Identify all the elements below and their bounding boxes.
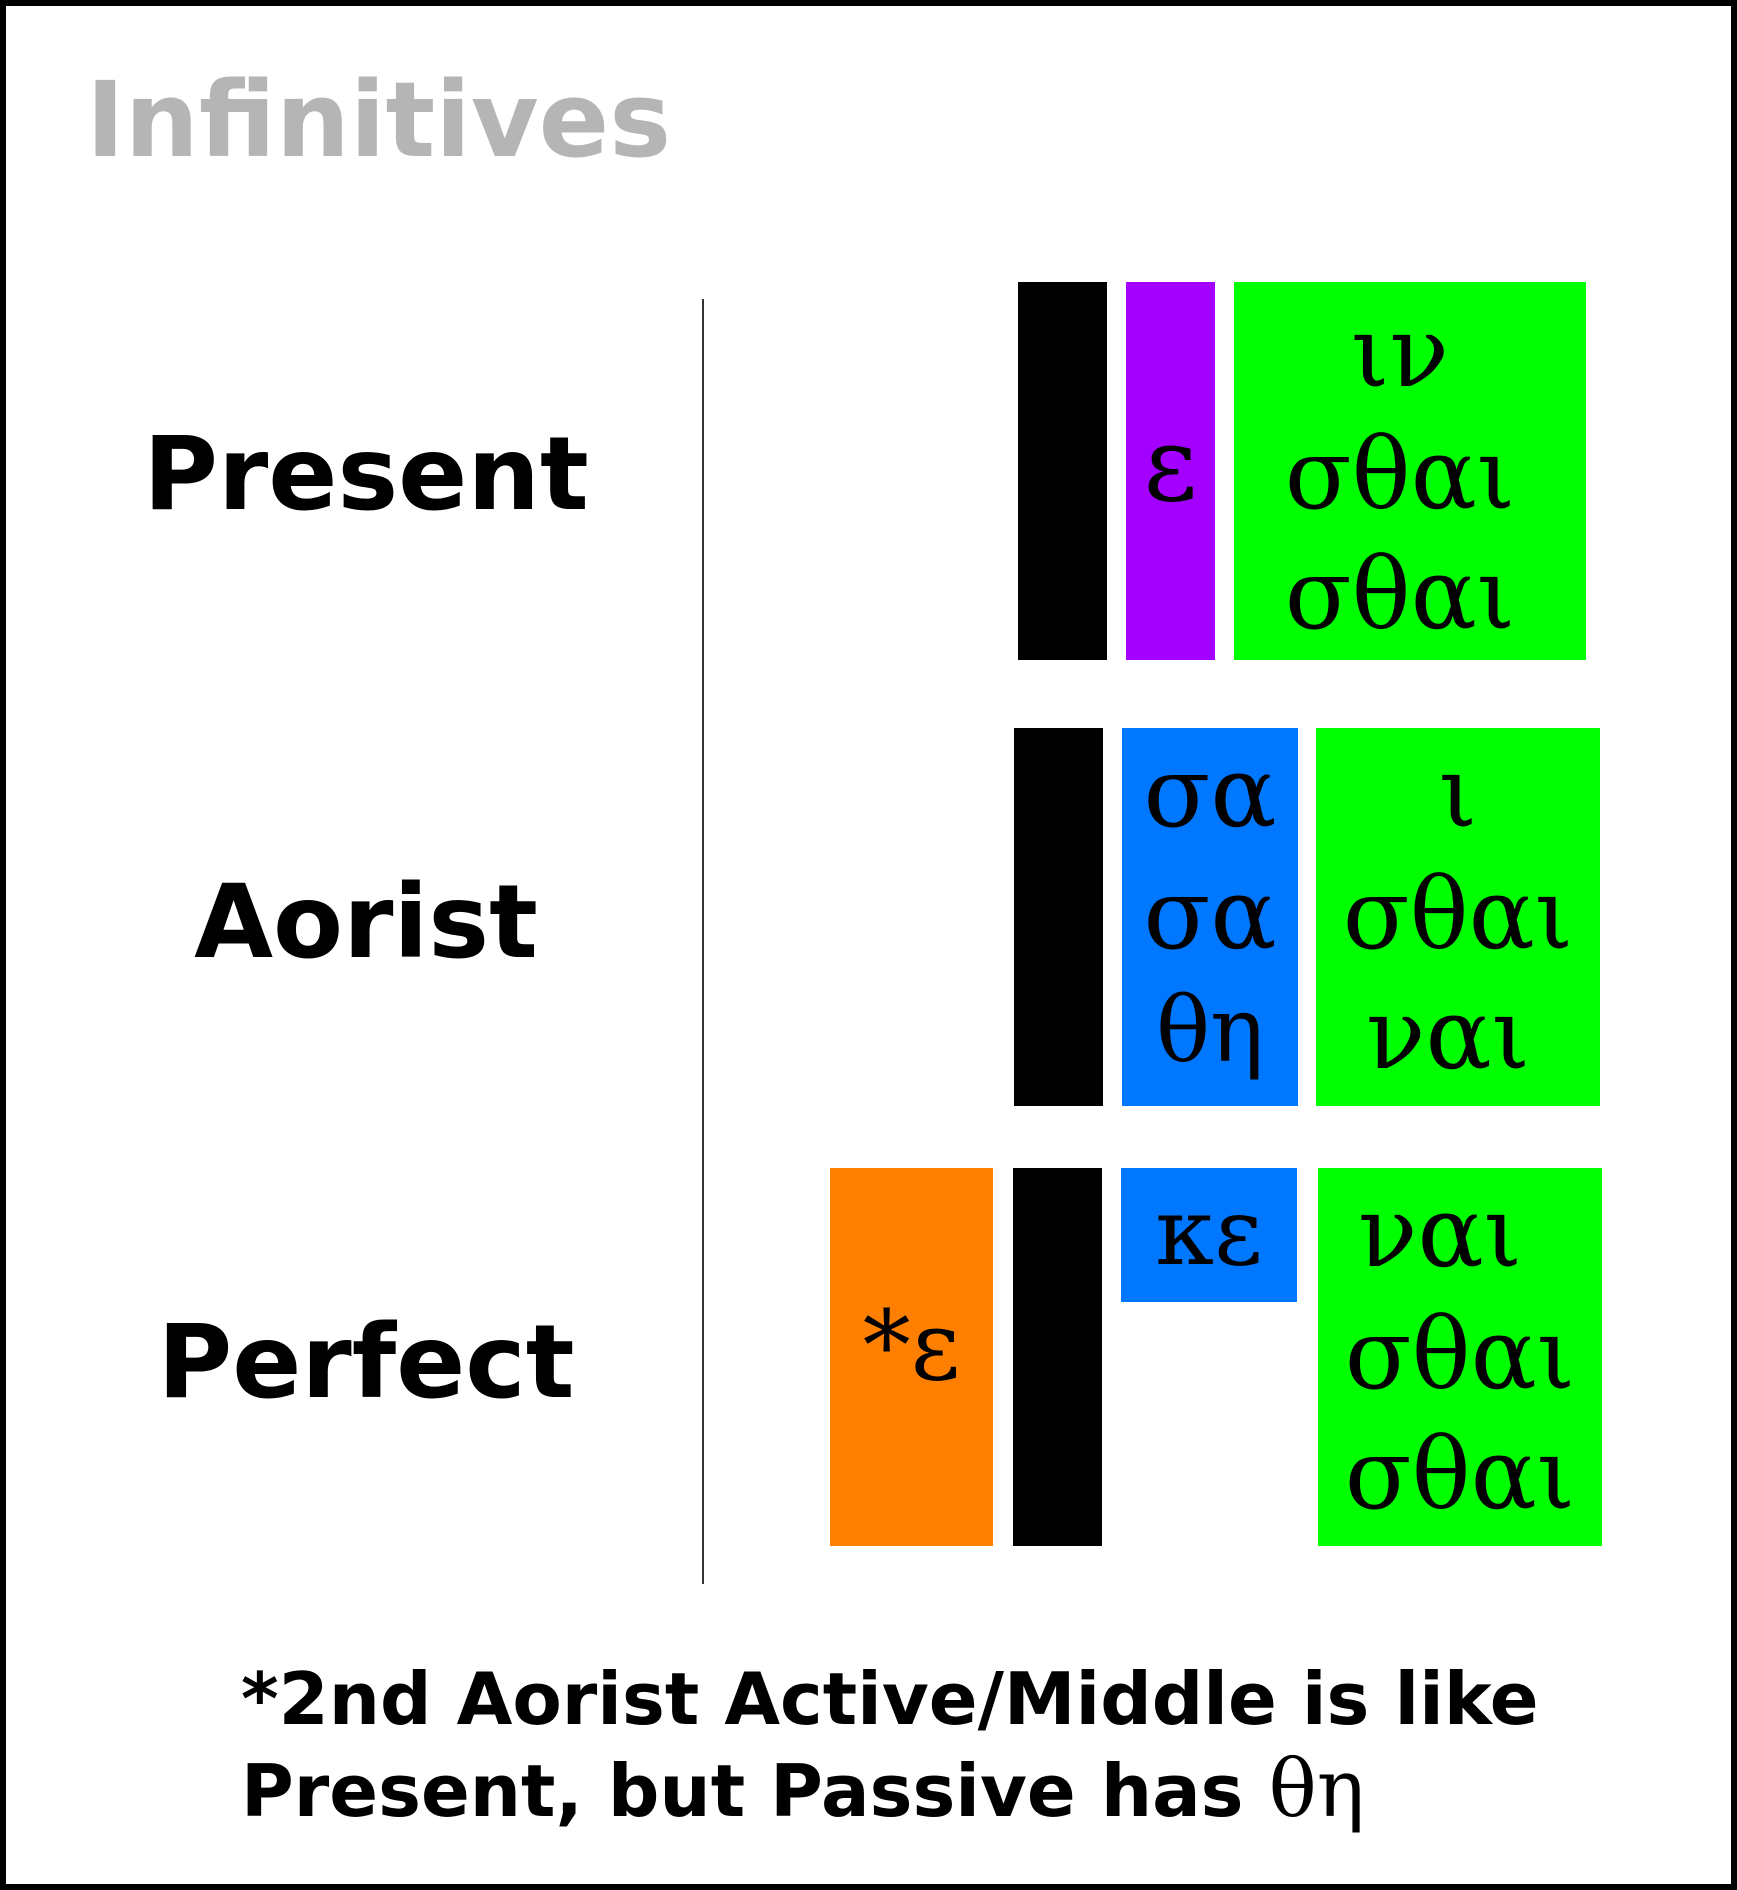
present-connecting-vowel: ε xyxy=(1143,403,1198,525)
aorist-stem-box xyxy=(1014,728,1103,1106)
present-endings-box: ιν σθαι σθαι xyxy=(1234,282,1586,660)
perfect-stem-box xyxy=(1013,1168,1102,1546)
row-label-present: Present xyxy=(143,415,589,534)
present-ending-active: ιν xyxy=(1351,296,1449,410)
perfect-endings-box: ναι σθαι σθαι xyxy=(1318,1168,1602,1546)
aorist-endings-box: ι σθαι ναι xyxy=(1316,728,1600,1106)
present-ending-middle: σθαι xyxy=(1284,418,1516,532)
aorist-ending-middle: σθαι xyxy=(1342,858,1574,972)
perfect-reduplication-box: *ε xyxy=(830,1168,993,1546)
vertical-divider xyxy=(702,299,704,1584)
present-stem-box xyxy=(1018,282,1107,660)
aorist-ending-passive: ναι xyxy=(1365,978,1531,1092)
row-label-aorist: Aorist xyxy=(194,863,538,982)
aorist-ending-active: ι xyxy=(1438,736,1478,850)
present-ending-passive: σθαι xyxy=(1284,538,1516,652)
perfect-ending-passive: σθαι xyxy=(1344,1418,1576,1532)
footnote-line-1: *2nd Aorist Active/Middle is like xyxy=(241,1657,1539,1741)
footnote-line-2-text: Present, but Passive has xyxy=(241,1749,1244,1833)
footnote: *2nd Aorist Active/Middle is like Presen… xyxy=(241,1654,1701,1836)
perfect-reduplication: *ε xyxy=(862,1290,961,1402)
row-label-perfect: Perfect xyxy=(157,1303,575,1422)
perfect-tense-marker: κε xyxy=(1155,1178,1263,1287)
aorist-tense-marker-passive: θη xyxy=(1155,978,1265,1083)
footnote-line-2: Present, but Passive has θη xyxy=(241,1744,1701,1836)
perfect-ending-active: ναι xyxy=(1357,1176,1523,1290)
present-connecting-vowel-box: ε xyxy=(1126,282,1215,660)
footnote-greek: θη xyxy=(1268,1742,1365,1835)
perfect-ending-middle: σθαι xyxy=(1344,1298,1576,1412)
aorist-tense-marker-middle: σα xyxy=(1143,858,1277,972)
perfect-tense-marker-box: κε xyxy=(1121,1168,1297,1302)
aorist-tense-marker-box: σα σα θη xyxy=(1122,728,1298,1106)
aorist-tense-marker-active: σα xyxy=(1143,736,1277,850)
diagram-title: Infinitives xyxy=(86,59,672,181)
